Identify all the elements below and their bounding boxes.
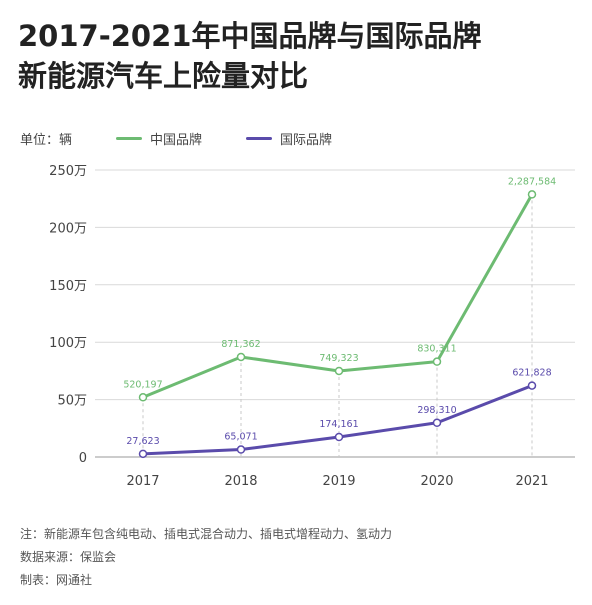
data-label-intl: 65,071 bbox=[224, 432, 257, 443]
data-point-intl bbox=[138, 449, 148, 459]
legend-label-intl: 国际品牌 bbox=[280, 132, 333, 148]
footer-note: 注：新能源车包含纯电动、插电式混合动力、插电式增程动力、氢动力 bbox=[20, 527, 393, 541]
data-point-china bbox=[432, 357, 442, 366]
data-point-china bbox=[236, 352, 246, 362]
series-line-china bbox=[141, 192, 534, 399]
footer-source: 数据来源：保监会 bbox=[20, 550, 117, 564]
data-point-intl bbox=[236, 445, 246, 454]
data-point-intl bbox=[334, 432, 344, 442]
data-point-china bbox=[527, 190, 537, 199]
data-point-intl bbox=[432, 418, 442, 428]
legend-swatch-intl bbox=[246, 136, 273, 140]
data-label-intl: 27,623 bbox=[126, 436, 159, 447]
data-label-china: 2,287,584 bbox=[508, 176, 556, 187]
data-label-china: 871,362 bbox=[221, 339, 260, 350]
chart-title: 2017-2021年中国品牌与国际品牌 新能源汽车上险量对比 bbox=[18, 16, 578, 96]
y-tick-label: 200万 bbox=[49, 221, 87, 236]
y-tick-label: 0 bbox=[79, 451, 87, 466]
line-chart: 0 50万 100万 150万 200万 250万 2017 2018 2019 2020 2021… bbox=[49, 164, 575, 489]
legend-item-china: 中国品牌 bbox=[116, 129, 202, 148]
footer: 注：新能源车包含纯电动、插电式混合动力、插电式增程动力、氢动力 数据来源：保监会… bbox=[20, 523, 392, 592]
y-tick-label: 100万 bbox=[49, 336, 87, 351]
data-point-china bbox=[334, 366, 344, 376]
legend-item-intl: 国际品牌 bbox=[246, 129, 332, 148]
data-label-china: 749,323 bbox=[319, 353, 358, 364]
data-point-intl bbox=[527, 381, 537, 390]
data-point-china bbox=[138, 393, 148, 402]
data-label-china: 830,311 bbox=[417, 344, 456, 355]
y-tick-label: 250万 bbox=[49, 164, 87, 179]
y-tick-label: 50万 bbox=[57, 394, 87, 409]
legend-label-china: 中国品牌 bbox=[150, 132, 203, 148]
data-label-china: 520,197 bbox=[123, 379, 162, 390]
x-tick-label: 2020 bbox=[420, 474, 453, 489]
x-tick-label: 2021 bbox=[515, 474, 548, 489]
x-tick-label: 2019 bbox=[322, 474, 355, 489]
y-tick-label: 150万 bbox=[49, 279, 87, 294]
x-tick-label: 2018 bbox=[224, 474, 257, 489]
data-label-intl: 621,828 bbox=[512, 368, 551, 379]
legend: 单位：辆 中国品牌 国际品牌 bbox=[20, 128, 332, 148]
legend-swatch-china bbox=[116, 136, 143, 140]
unit-label: 单位：辆 bbox=[20, 132, 73, 148]
data-label-intl: 298,310 bbox=[417, 405, 456, 416]
footer-maker: 制表：网通社 bbox=[20, 573, 93, 587]
chart-title-line1: 2017-2021年中国品牌与国际品牌 bbox=[18, 19, 482, 53]
x-tick-label: 2017 bbox=[126, 474, 159, 489]
chart-title-line2: 新能源汽车上险量对比 bbox=[18, 59, 309, 93]
data-label-intl: 174,161 bbox=[319, 419, 358, 430]
